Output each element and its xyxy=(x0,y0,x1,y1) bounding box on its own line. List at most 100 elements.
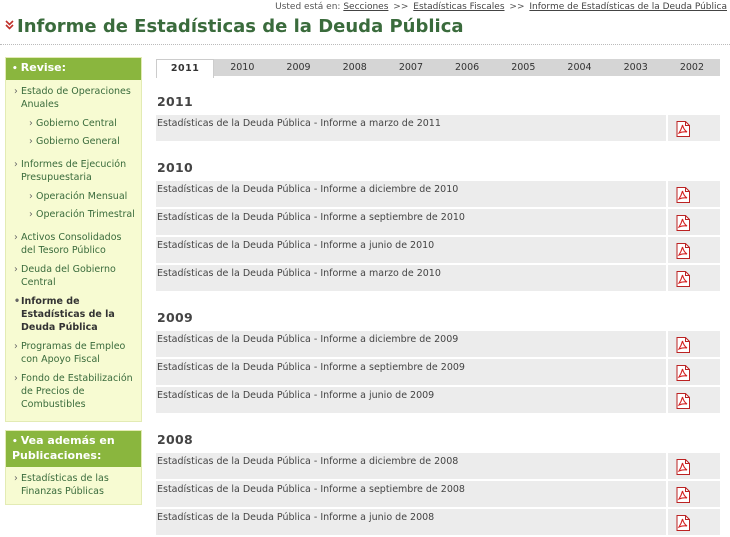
chevron-right-icon: › xyxy=(14,232,18,243)
report-row: Estadísticas de la Deuda Pública - Infor… xyxy=(156,509,720,535)
chevron-right-icon: › xyxy=(29,191,33,202)
see-also-title: Vea además en Publicaciones: xyxy=(12,434,115,462)
pdf-file-icon[interactable] xyxy=(676,515,690,531)
pdf-download-cell xyxy=(668,181,720,207)
report-sections: 2011 Estadísticas de la Deuda Pública - I… xyxy=(156,94,720,535)
tab-2010[interactable]: 2010 xyxy=(230,62,255,73)
chevron-right-icon: › xyxy=(29,118,33,129)
section-year-heading: 2010 xyxy=(157,160,193,175)
pdf-download-cell xyxy=(668,481,720,507)
chevron-right-icon: › xyxy=(29,136,33,147)
pdf-file-icon[interactable] xyxy=(676,271,690,287)
pdf-file-icon[interactable] xyxy=(676,487,690,503)
page-title: Informe de Estadísticas de la Deuda Públ… xyxy=(5,16,464,37)
report-row: Estadísticas de la Deuda Pública - Infor… xyxy=(156,453,720,479)
revise-box-title: Revise: xyxy=(20,61,67,74)
report-title: Estadísticas de la Deuda Pública - Infor… xyxy=(156,265,666,291)
tab-2003[interactable]: 2003 xyxy=(623,62,648,73)
pdf-download-cell xyxy=(668,387,720,413)
double-chevron-down-icon xyxy=(5,20,14,33)
main-content: 2011 2010 2009 2008 2007 2006 2005 2004 … xyxy=(156,59,720,537)
sidebar: • Revise: › Estado de Operaciones Anuales … xyxy=(5,57,142,505)
report-row: Estadísticas de la Deuda Pública - Infor… xyxy=(156,115,720,141)
see-also-header: • Vea además en Publicaciones: xyxy=(6,431,141,467)
tab-2004[interactable]: 2004 xyxy=(567,62,592,73)
report-title: Estadísticas de la Deuda Pública - Infor… xyxy=(156,209,666,235)
report-title: Estadísticas de la Deuda Pública - Infor… xyxy=(156,509,666,535)
pdf-download-cell xyxy=(668,265,720,291)
tab-2002[interactable]: 2002 xyxy=(679,62,705,73)
report-row: Estadísticas de la Deuda Pública - Infor… xyxy=(156,237,720,263)
sidebar-item-activos-consolidados[interactable]: › Activos Consolidados del Tesoro Público xyxy=(14,232,122,256)
section-year-heading: 2009 xyxy=(157,310,193,325)
title-divider xyxy=(0,44,730,45)
pdf-download-cell xyxy=(668,331,720,357)
bullet-icon: • xyxy=(14,296,21,307)
chevron-right-icon: › xyxy=(14,86,18,97)
pdf-download-cell xyxy=(668,209,720,235)
pdf-file-icon[interactable] xyxy=(676,121,690,137)
tab-2011[interactable]: 2011 xyxy=(156,59,215,78)
breadcrumb-link-estadisticas-fiscales[interactable]: Estadísticas Fiscales xyxy=(413,2,505,12)
sidebar-item-estado-operaciones[interactable]: › Estado de Operaciones Anuales xyxy=(14,86,131,110)
tab-2008[interactable]: 2008 xyxy=(342,62,367,73)
report-title: Estadísticas de la Deuda Pública - Infor… xyxy=(156,387,666,413)
revise-nav: › Estado de Operaciones Anuales › Gobierno… xyxy=(6,80,141,411)
chevron-right-icon: › xyxy=(14,473,18,484)
pdf-download-cell xyxy=(668,359,720,385)
report-row: Estadísticas de la Deuda Pública - Infor… xyxy=(156,331,720,357)
breadcrumb-separator: >> xyxy=(393,2,409,12)
report-title: Estadísticas de la Deuda Pública - Infor… xyxy=(156,237,666,263)
revise-box: • Revise: › Estado de Operaciones Anuales … xyxy=(5,57,142,422)
report-title: Estadísticas de la Deuda Pública - Infor… xyxy=(156,115,666,141)
pdf-download-cell xyxy=(668,453,720,479)
sidebar-item-fondo-estabilizacion[interactable]: › Fondo de Estabilización de Precios de C… xyxy=(14,373,133,410)
chevron-right-icon: › xyxy=(14,373,18,384)
bullet-icon: • xyxy=(12,64,18,74)
report-row: Estadísticas de la Deuda Pública - Infor… xyxy=(156,359,720,385)
see-also-nav: › Estadísticas de las Finanzas Públicas xyxy=(6,467,141,498)
tab-2005[interactable]: 2005 xyxy=(511,62,536,73)
chevron-right-icon: › xyxy=(14,159,18,170)
pdf-file-icon[interactable] xyxy=(676,337,690,353)
report-title: Estadísticas de la Deuda Pública - Infor… xyxy=(156,181,666,207)
chevron-right-icon: › xyxy=(14,264,18,275)
page-title-text: Informe de Estadísticas de la Deuda Públ… xyxy=(17,16,464,37)
sidebar-item-operacion-trimestral[interactable]: › Operación Trimestral xyxy=(29,209,135,220)
revise-box-header: • Revise: xyxy=(6,58,141,80)
see-also-item-finanzas-publicas[interactable]: › Estadísticas de las Finanzas Públicas xyxy=(14,473,109,497)
chevron-right-icon: › xyxy=(14,341,18,352)
pdf-file-icon[interactable] xyxy=(676,215,690,231)
section-year-heading: 2008 xyxy=(157,432,193,447)
pdf-file-icon[interactable] xyxy=(676,365,690,381)
pdf-file-icon[interactable] xyxy=(676,393,690,409)
sidebar-item-deuda-gobierno-central[interactable]: › Deuda del Gobierno Central xyxy=(14,264,116,288)
sidebar-item-programas-empleo[interactable]: › Programas de Empleo con Apoyo Fiscal xyxy=(14,341,126,365)
sidebar-item-informe-deuda-publica[interactable]: • Informe de Estadísticas de la Deuda Púb… xyxy=(14,296,115,333)
pdf-file-icon[interactable] xyxy=(676,243,690,259)
tab-2007[interactable]: 2007 xyxy=(398,62,423,73)
report-title: Estadísticas de la Deuda Pública - Infor… xyxy=(156,481,666,507)
sidebar-item-gobierno-general[interactable]: › Gobierno General xyxy=(29,136,120,147)
breadcrumb-separator: >> xyxy=(509,2,525,12)
tab-2009[interactable]: 2009 xyxy=(286,62,311,73)
section-year-heading: 2011 xyxy=(157,94,193,109)
breadcrumb: Usted está en: Secciones >> Estadísticas… xyxy=(275,2,727,12)
report-row: Estadísticas de la Deuda Pública - Infor… xyxy=(156,265,720,291)
tab-2006[interactable]: 2006 xyxy=(455,62,480,73)
report-row: Estadísticas de la Deuda Pública - Infor… xyxy=(156,209,720,235)
pdf-download-cell xyxy=(668,237,720,263)
sidebar-item-operacion-mensual[interactable]: › Operación Mensual xyxy=(29,191,128,202)
pdf-file-icon[interactable] xyxy=(676,187,690,203)
report-title: Estadísticas de la Deuda Pública - Infor… xyxy=(156,453,666,479)
sidebar-item-gobierno-central[interactable]: › Gobierno Central xyxy=(29,118,117,129)
report-row: Estadísticas de la Deuda Pública - Infor… xyxy=(156,181,720,207)
pdf-download-cell xyxy=(668,115,720,141)
breadcrumb-prefix: Usted está en: xyxy=(275,2,341,12)
pdf-download-cell xyxy=(668,509,720,535)
see-also-box: • Vea además en Publicaciones: › Estadísti… xyxy=(5,430,142,505)
breadcrumb-link-current[interactable]: Informe de Estadísticas de la Deuda Públ… xyxy=(529,2,727,12)
sidebar-item-informes-ejecucion[interactable]: › Informes de Ejecución Presupuestaria xyxy=(14,159,127,183)
pdf-file-icon[interactable] xyxy=(676,459,690,475)
breadcrumb-link-secciones[interactable]: Secciones xyxy=(343,2,389,12)
